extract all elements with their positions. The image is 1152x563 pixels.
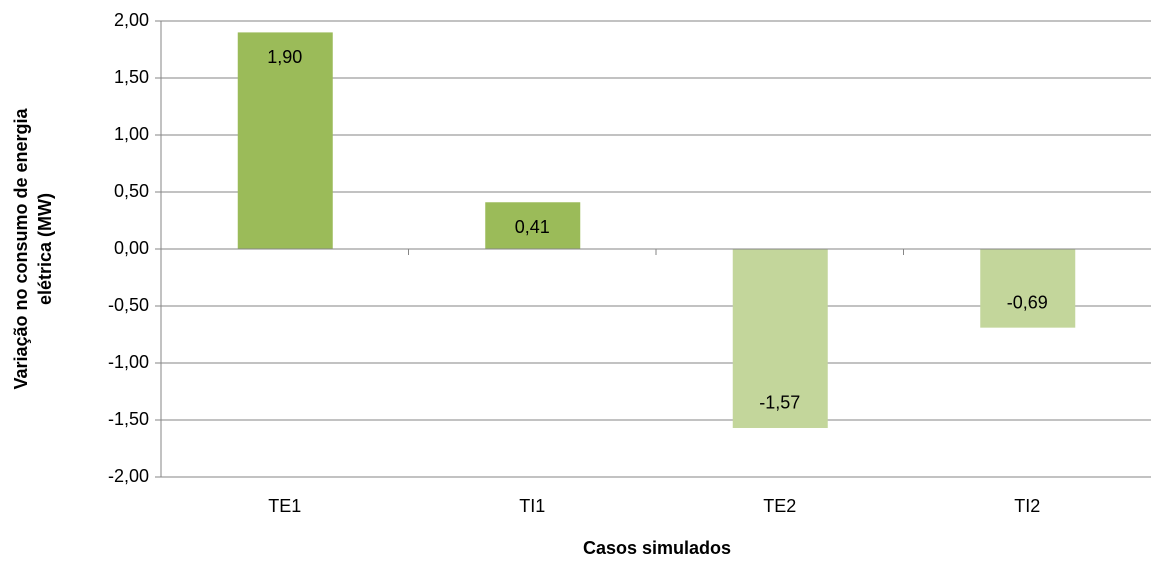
data-label: 1,90 xyxy=(267,47,302,67)
y-tick-label: -1,50 xyxy=(108,409,149,429)
y-tick-label: -0,50 xyxy=(108,295,149,315)
bar xyxy=(485,202,581,249)
x-tick-label: TE1 xyxy=(268,496,301,516)
x-axis-title: Casos simulados xyxy=(583,538,731,558)
y-tick-label: 2,00 xyxy=(114,10,149,30)
y-tick-label: 1,50 xyxy=(114,67,149,87)
y-tick-label: 1,00 xyxy=(114,124,149,144)
x-tick-label: TI1 xyxy=(519,496,545,516)
x-tick-label: TE2 xyxy=(763,496,796,516)
y-axis-title: Variação no consumo de energia elétrica … xyxy=(11,107,55,389)
bar xyxy=(980,249,1076,328)
data-label: -1,57 xyxy=(759,393,800,413)
y-tick-label: 0,00 xyxy=(114,238,149,258)
data-label: -0,69 xyxy=(1007,292,1048,312)
data-label: 0,41 xyxy=(515,217,550,237)
y-axis-title-line: Variação no consumo de energia xyxy=(11,107,31,389)
bar xyxy=(732,249,828,428)
y-axis-title-line: elétrica (MW) xyxy=(35,193,55,305)
y-tick-label: 0,50 xyxy=(114,181,149,201)
x-tick-label: TI2 xyxy=(1014,496,1040,516)
y-tick-label: -1,00 xyxy=(108,352,149,372)
bar xyxy=(237,32,333,250)
y-tick-label: -2,00 xyxy=(108,466,149,486)
